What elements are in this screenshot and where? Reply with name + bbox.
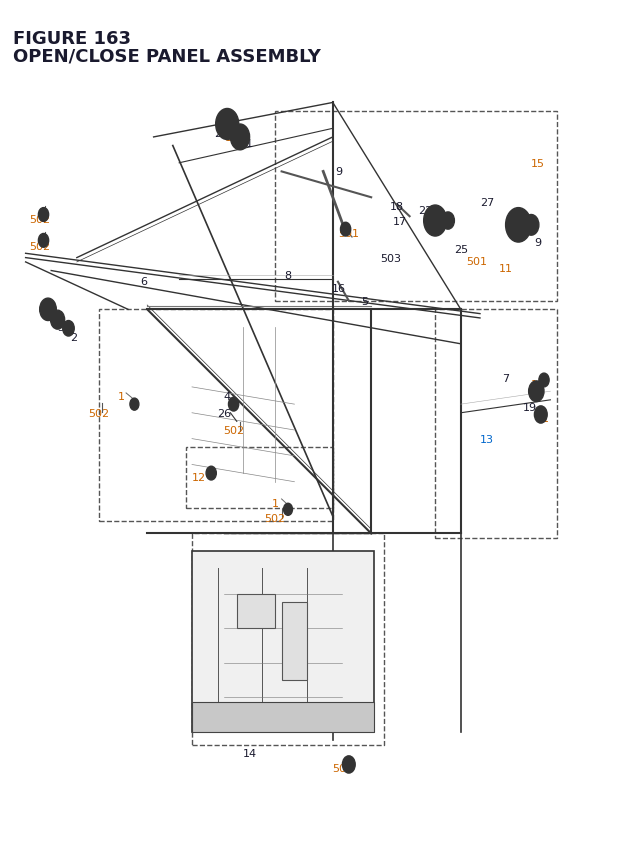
Bar xyxy=(192,551,374,732)
Text: 11: 11 xyxy=(499,263,513,274)
Text: 5: 5 xyxy=(362,296,368,307)
Text: 3: 3 xyxy=(58,322,64,332)
Text: 1: 1 xyxy=(118,391,125,401)
Text: 15: 15 xyxy=(531,158,545,169)
Circle shape xyxy=(51,311,65,330)
Circle shape xyxy=(424,206,447,237)
Text: 502: 502 xyxy=(88,408,110,418)
Circle shape xyxy=(206,467,216,480)
Text: 501: 501 xyxy=(467,257,487,267)
Text: 14: 14 xyxy=(243,748,257,759)
Text: 502: 502 xyxy=(223,425,244,436)
Circle shape xyxy=(230,125,250,151)
Circle shape xyxy=(342,756,355,773)
Text: 27: 27 xyxy=(481,197,495,208)
Text: 12: 12 xyxy=(191,473,205,483)
Text: 2: 2 xyxy=(70,332,77,343)
Circle shape xyxy=(63,321,74,337)
Circle shape xyxy=(38,208,49,222)
Circle shape xyxy=(539,374,549,387)
Text: 502: 502 xyxy=(29,241,51,251)
Text: 503: 503 xyxy=(380,253,401,263)
Circle shape xyxy=(534,406,547,424)
Text: 21: 21 xyxy=(239,139,253,149)
Text: 501: 501 xyxy=(339,229,359,239)
Circle shape xyxy=(130,399,139,411)
Text: 10: 10 xyxy=(531,380,545,390)
Circle shape xyxy=(284,504,292,516)
Bar xyxy=(237,594,275,629)
Text: 25: 25 xyxy=(454,245,468,255)
Text: 22: 22 xyxy=(419,206,433,216)
Circle shape xyxy=(228,398,239,412)
Bar xyxy=(99,310,333,521)
Circle shape xyxy=(216,109,239,140)
Bar xyxy=(192,534,384,745)
Text: 11: 11 xyxy=(225,133,239,143)
Text: 13: 13 xyxy=(479,434,493,444)
Circle shape xyxy=(524,215,539,236)
Circle shape xyxy=(506,208,531,243)
Circle shape xyxy=(38,234,49,248)
Text: 19: 19 xyxy=(523,402,537,412)
Circle shape xyxy=(340,223,351,237)
Text: 6: 6 xyxy=(141,276,147,287)
Text: 502: 502 xyxy=(332,763,353,773)
Circle shape xyxy=(442,213,454,230)
Text: 16: 16 xyxy=(332,283,346,294)
Text: 11: 11 xyxy=(536,413,550,424)
Bar xyxy=(282,603,307,680)
Bar xyxy=(186,448,333,508)
Text: 18: 18 xyxy=(390,201,404,212)
Text: 23: 23 xyxy=(505,214,519,225)
Text: 4: 4 xyxy=(223,391,231,401)
Text: OPEN/CLOSE PANEL ASSEMBLY: OPEN/CLOSE PANEL ASSEMBLY xyxy=(13,47,321,65)
Text: 502: 502 xyxy=(29,214,51,225)
Text: 7: 7 xyxy=(502,374,509,384)
Text: FIGURE 163: FIGURE 163 xyxy=(13,30,131,48)
Text: 502: 502 xyxy=(264,513,286,523)
Text: 8: 8 xyxy=(284,270,292,281)
Text: 9: 9 xyxy=(335,167,343,177)
Text: 20: 20 xyxy=(214,128,228,139)
Text: 26: 26 xyxy=(217,408,231,418)
Circle shape xyxy=(529,381,544,402)
Text: 17: 17 xyxy=(393,216,407,226)
Text: 2: 2 xyxy=(47,309,55,319)
Text: 9: 9 xyxy=(534,238,541,248)
Circle shape xyxy=(40,299,56,321)
Bar xyxy=(192,702,374,732)
Bar xyxy=(275,112,557,301)
Bar xyxy=(435,310,557,538)
Text: 1: 1 xyxy=(272,499,278,509)
Text: 24: 24 xyxy=(438,212,452,222)
